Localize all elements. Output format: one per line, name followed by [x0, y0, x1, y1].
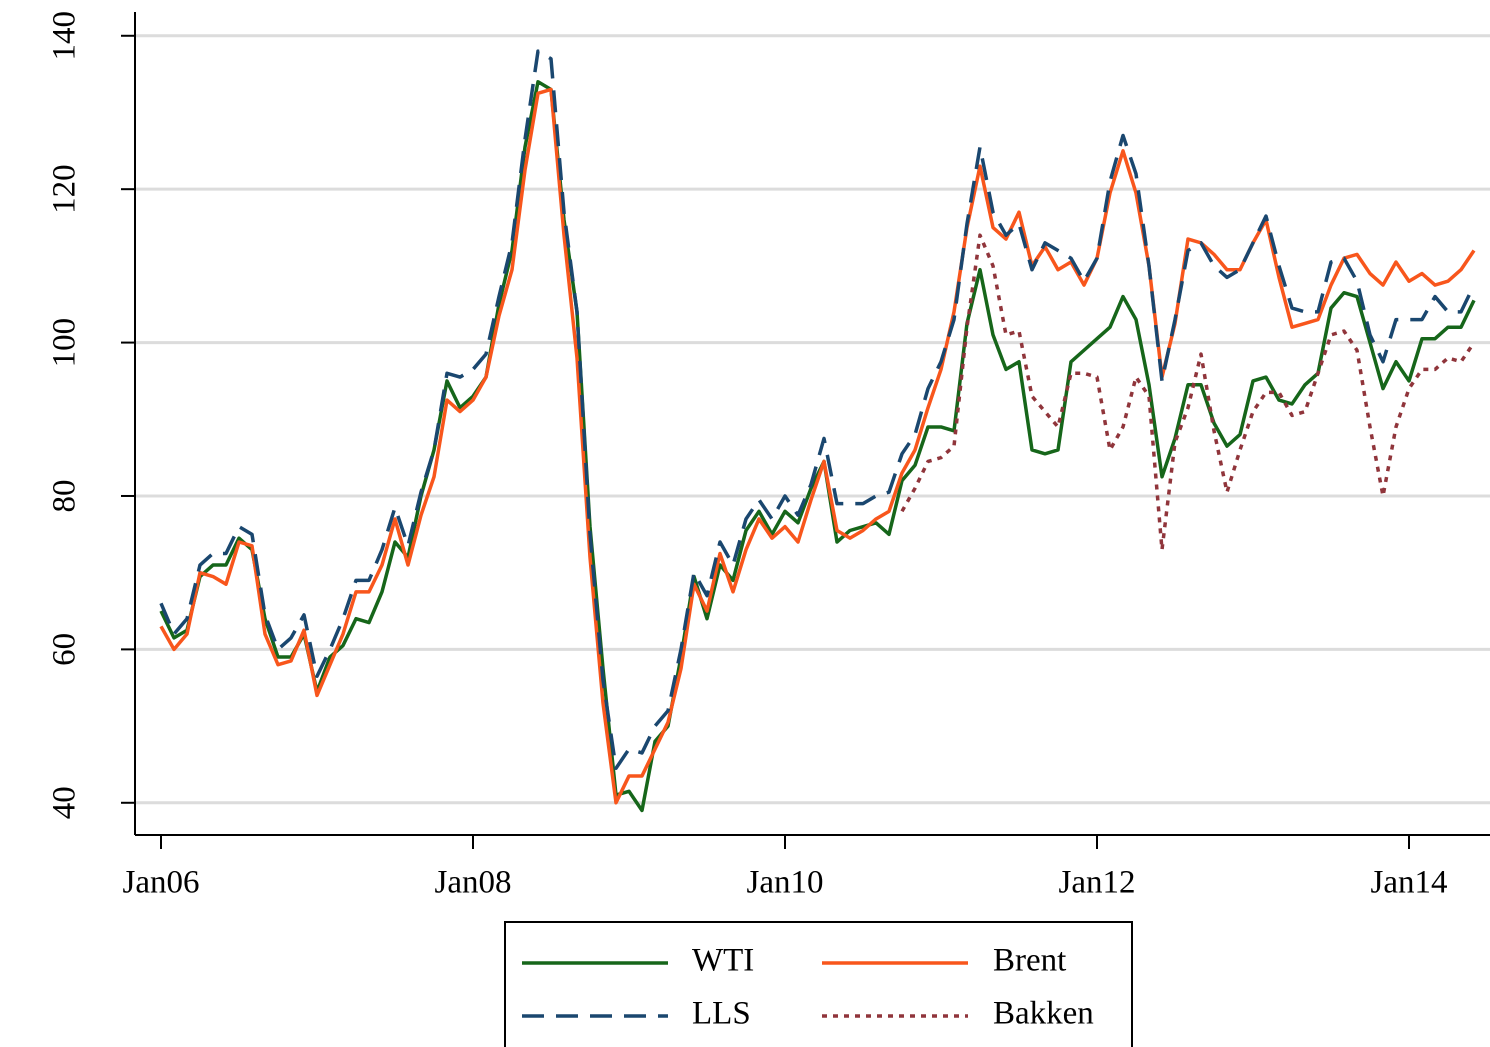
- y-tick-label: 140: [47, 11, 83, 61]
- x-tick-label: Jan06: [123, 865, 200, 901]
- x-tick-label: Jan14: [1371, 865, 1448, 901]
- x-tick-label: Jan10: [747, 865, 824, 901]
- y-tick-label: 100: [47, 318, 83, 368]
- y-tick-label: 60: [47, 633, 83, 666]
- y-tick-label: 40: [47, 786, 83, 819]
- legend-label: Brent: [993, 943, 1066, 979]
- x-tick-label: Jan08: [435, 865, 512, 901]
- x-tick-label: Jan12: [1059, 865, 1136, 901]
- y-tick-label: 120: [47, 164, 83, 214]
- legend-label: Bakken: [993, 996, 1094, 1032]
- series-line: [159, 87, 1476, 805]
- legend-label: LLS: [692, 996, 751, 1032]
- series-line: [159, 49, 1476, 771]
- legend-label: WTI: [692, 943, 754, 979]
- legend-box: [504, 921, 1133, 1047]
- y-tick-label: 80: [47, 479, 83, 512]
- series-line: [900, 233, 1476, 552]
- series-line: [159, 80, 1476, 813]
